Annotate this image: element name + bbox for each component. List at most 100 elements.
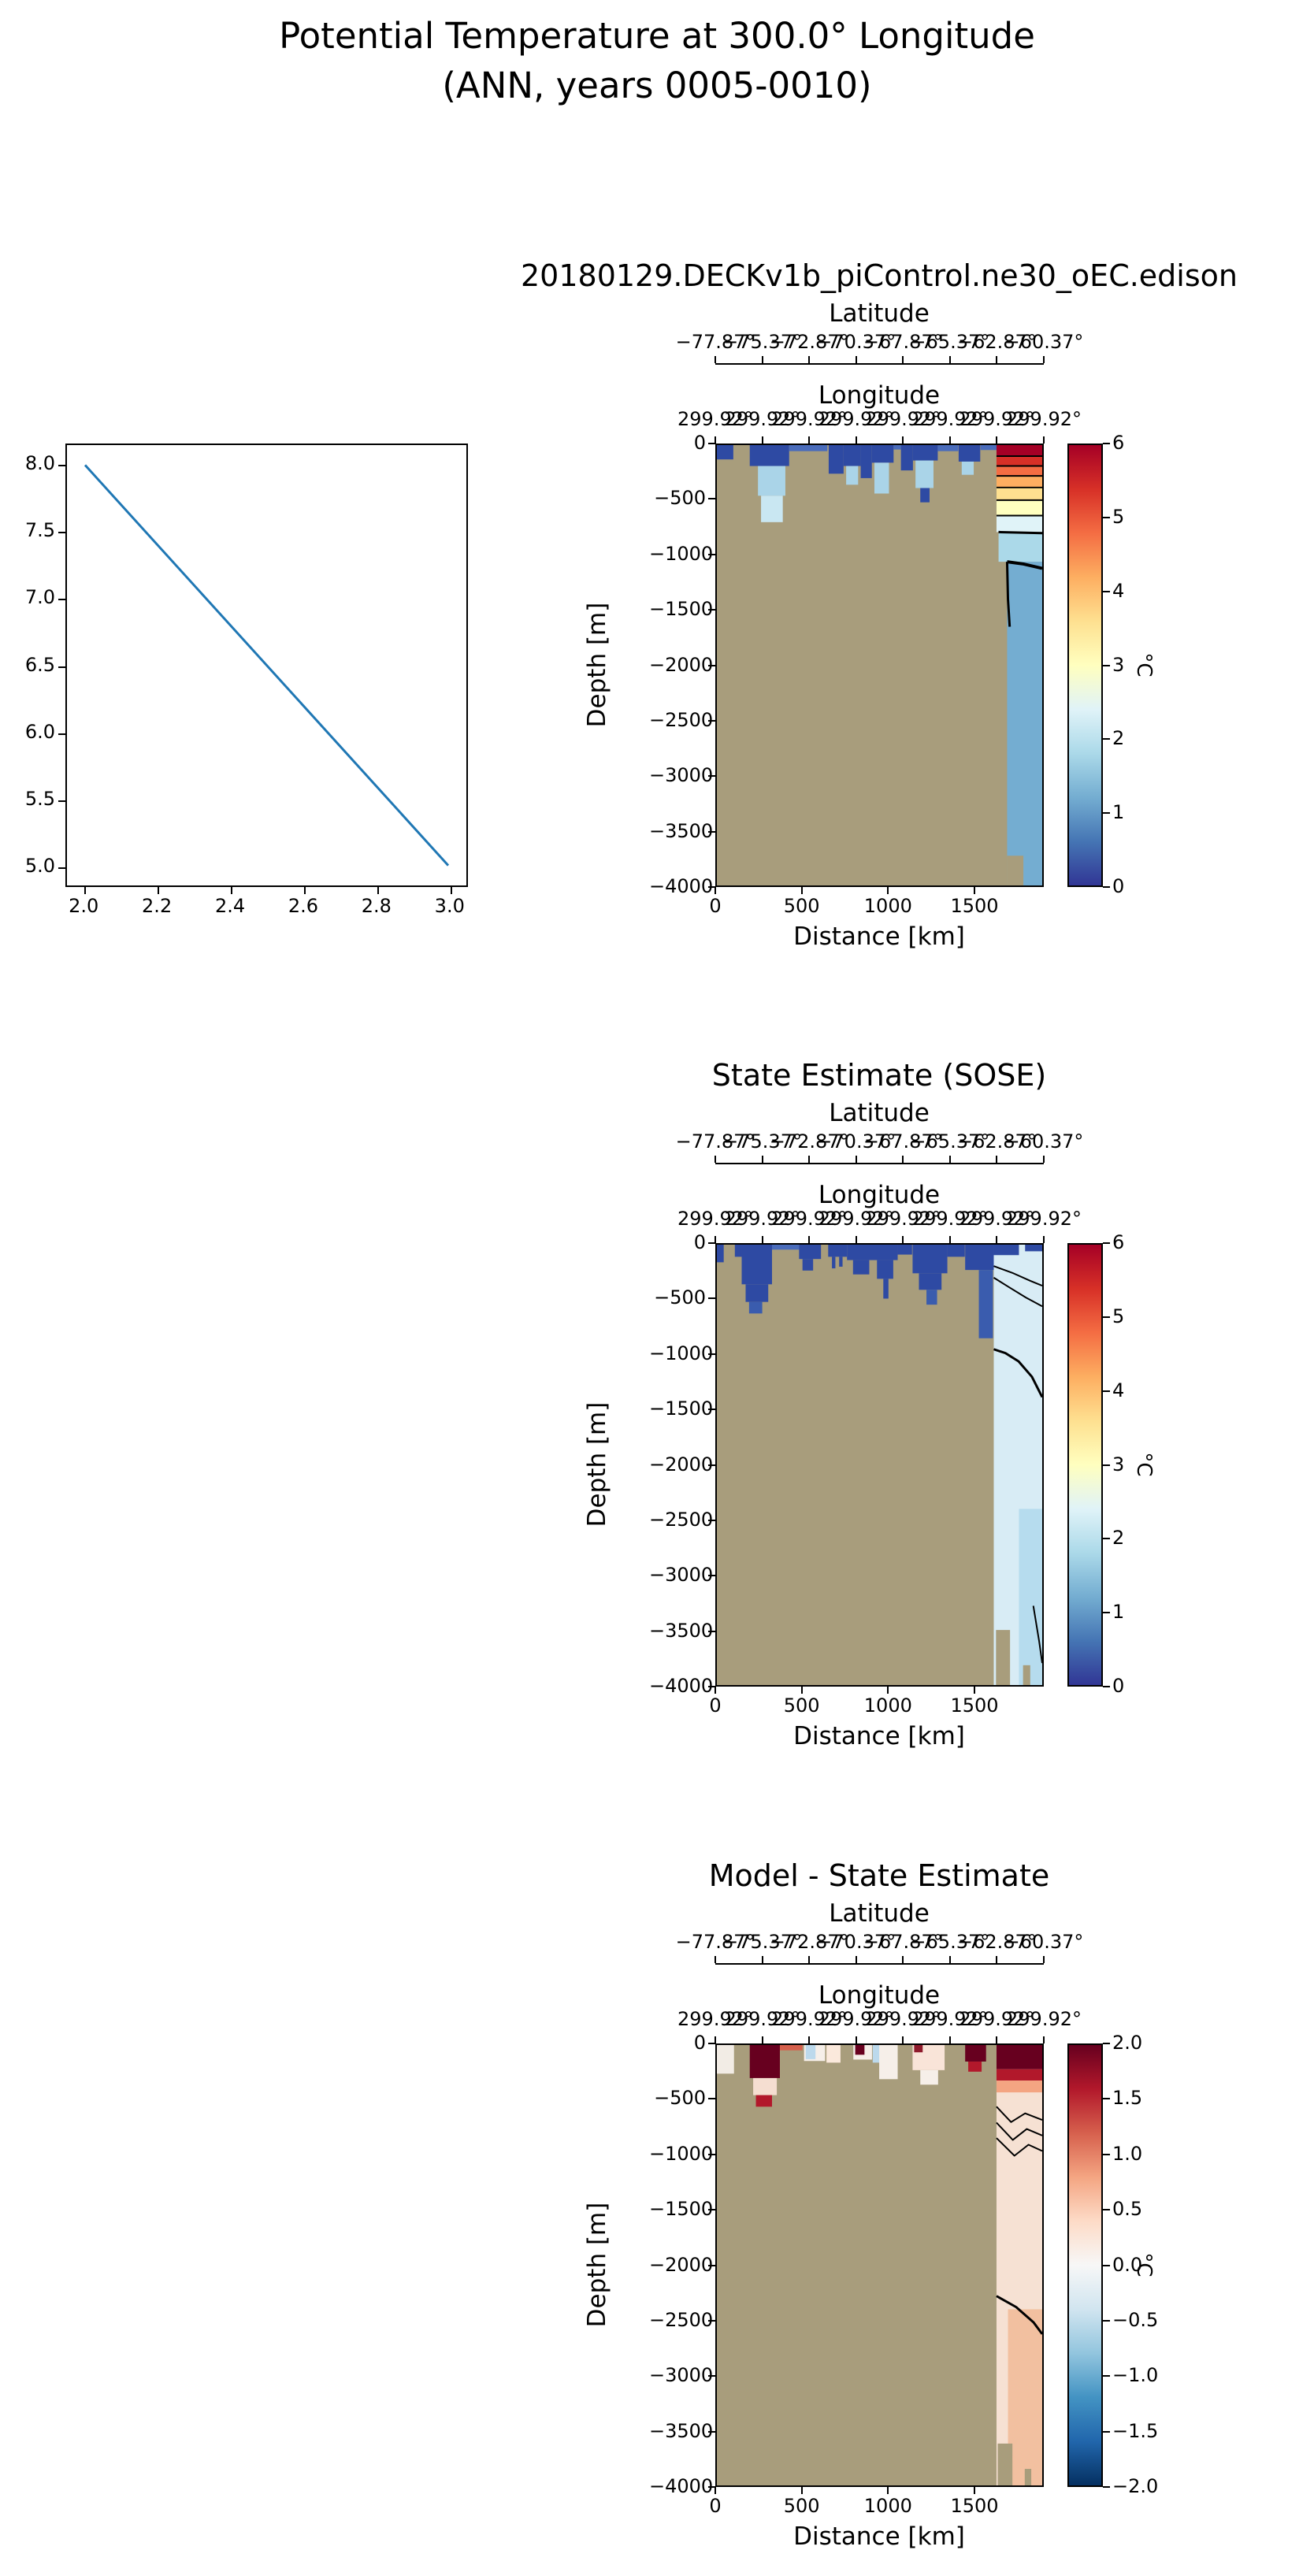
longitude-tick-label: 299.92° — [911, 408, 988, 430]
depth-tick-mark — [708, 1686, 715, 1687]
colorbar-tick-label: 1.0 — [1112, 2142, 1143, 2165]
latitude-tick-mark — [855, 1956, 857, 1963]
colorbar-tick-label: 4 — [1112, 579, 1125, 602]
latitude-tick-mark — [1043, 1156, 1045, 1163]
depth-tick-label: −1000 — [649, 2142, 714, 2165]
colorbar-tick-mark — [1103, 2375, 1110, 2377]
latitude-tick-label: −67.87° — [863, 1130, 943, 1153]
line-plot-x-tick-label: 2.2 — [142, 895, 173, 917]
depth-tick-mark — [708, 2153, 715, 2155]
distance-tick-mark — [887, 1687, 889, 1694]
line-plot-x-tick-mark — [84, 887, 87, 894]
depth-tick-label: −2000 — [649, 653, 714, 676]
longitude-tick-mark — [715, 1236, 716, 1243]
latitude-tick-label: −70.37° — [816, 1130, 896, 1153]
temperature-difference-field — [717, 2045, 1042, 2485]
colorbar-tick-mark — [1103, 1390, 1110, 1392]
distance-tick-label: 500 — [783, 1694, 820, 1717]
distance-tick-mark — [800, 2487, 803, 2494]
colorbar-tick-mark — [1103, 1686, 1110, 1687]
colorbar-tick-label: 1 — [1112, 1601, 1125, 1624]
depth-tick-label: −2500 — [649, 2308, 714, 2331]
colorbar-tick-label: −0.5 — [1112, 2308, 1159, 2331]
depth-tick-label: −2500 — [649, 708, 714, 731]
longitude-tick-mark — [948, 2036, 951, 2043]
longitude-tick-label: 299.92° — [1006, 1208, 1082, 1230]
colorbar-tick-label: 5 — [1112, 1305, 1125, 1327]
longitude-tick-mark — [948, 436, 951, 444]
distance-tick-mark — [715, 2487, 716, 2494]
depth-tick-mark — [708, 1630, 715, 1632]
line-plot-y-tick-label: 8.0 — [24, 451, 55, 474]
colorbar-tick-mark — [1103, 738, 1110, 741]
depth-tick-label: 0 — [693, 1231, 706, 1253]
panel-title: State Estimate (SOSE) — [711, 1058, 1047, 1093]
depth-tick-mark — [708, 1242, 715, 1244]
latitude-tick-label: −62.87° — [957, 331, 1037, 353]
depth-tick-label: −2500 — [649, 1508, 714, 1531]
longitude-tick-mark — [715, 2036, 716, 2043]
longitude-tick-mark — [808, 436, 811, 444]
distance-tick-mark — [800, 1687, 803, 1694]
distance-tick-mark — [715, 887, 716, 894]
longitude-tick-mark — [1043, 436, 1045, 444]
distance-tick-mark — [715, 1687, 716, 1694]
longitude-tick-label: 299.92° — [818, 1208, 894, 1230]
depth-tick-label: −4000 — [649, 875, 714, 897]
depth-tick-label: −4000 — [649, 1675, 714, 1697]
depth-tick-mark — [708, 2043, 715, 2044]
depth-tick-mark — [708, 830, 715, 833]
depth-tick-mark — [708, 553, 715, 555]
line-plot-y-tick-mark — [58, 531, 65, 533]
longitude-tick-label: 299.92° — [865, 1208, 941, 1230]
latitude-tick-mark — [996, 1156, 998, 1163]
depth-tick-mark — [708, 2264, 715, 2266]
latitude-tick-label: −60.37° — [1004, 1931, 1084, 1953]
section-axes — [708, 1236, 1045, 1694]
latitude-tick-label: −60.37° — [1004, 1130, 1084, 1153]
depth-tick-label: −2000 — [649, 1453, 714, 1475]
colorbar-tick-label: 1 — [1112, 801, 1125, 824]
longitude-tick-label: 299.92° — [959, 408, 1035, 430]
colorbar-tick-label: 0.5 — [1112, 2198, 1143, 2221]
depth-tick-mark — [708, 1353, 715, 1355]
latitude-tick-label: −65.37° — [910, 1130, 990, 1153]
colorbar-tick-mark — [1103, 1316, 1110, 1318]
line-plot-x-tick-mark — [231, 887, 233, 894]
latitude-tick-mark — [996, 1956, 998, 1963]
latitude-tick-label: −72.87° — [769, 1130, 849, 1153]
longitude-tick-label: 299.92° — [911, 1208, 988, 1230]
longitude-tick-label: 299.92° — [865, 408, 941, 430]
latitude-tick-mark — [761, 1156, 763, 1163]
longitude-tick-label: 299.92° — [677, 408, 753, 430]
latitude-tick-mark — [902, 356, 904, 363]
distance-tick-label: 1000 — [863, 2495, 912, 2517]
latitude-tick-mark — [715, 1156, 716, 1163]
latitude-tick-mark — [715, 1956, 716, 1963]
longitude-tick-mark — [996, 1236, 998, 1243]
depth-tick-mark — [708, 2486, 715, 2488]
colorbar — [1067, 2043, 1110, 2488]
latitude-tick-labels: −77.87° −75.37° −72.87° −70.37° −67.87° −65.3… — [0, 1130, 1314, 1154]
latitude-tick-mark — [855, 356, 857, 363]
depth-axis-label: Depth [m] — [583, 2202, 611, 2328]
depth-tick-mark — [708, 1297, 715, 1300]
longitude-tick-label: 299.92° — [1006, 2008, 1082, 2030]
line-plot-x-tick-label: 3.0 — [434, 895, 465, 917]
longitude-tick-mark — [902, 2036, 904, 2043]
distance-tick-label: 0 — [709, 1694, 722, 1717]
colorbar-tick-label: 1.5 — [1112, 2087, 1143, 2110]
distance-axis-label: Distance [km] — [793, 2522, 965, 2551]
distance-tick-label: 1000 — [863, 895, 912, 917]
depth-tick-label: −1000 — [649, 1342, 714, 1364]
latitude-tick-label: −77.87° — [675, 1130, 755, 1153]
latitude-tick-label: −65.37° — [910, 331, 990, 353]
distance-tick-label: 0 — [709, 895, 722, 917]
latitude-axis — [715, 1956, 1045, 1965]
longitude-tick-mark — [715, 436, 716, 444]
latitude-tick-label: −67.87° — [863, 331, 943, 353]
longitude-axis-label: Longitude — [818, 381, 941, 410]
latitude-tick-labels: −77.87° −75.37° −72.87° −70.37° −67.87° −65.3… — [0, 331, 1314, 354]
depth-tick-mark — [708, 2098, 715, 2100]
longitude-tick-label: 299.92° — [771, 408, 848, 430]
